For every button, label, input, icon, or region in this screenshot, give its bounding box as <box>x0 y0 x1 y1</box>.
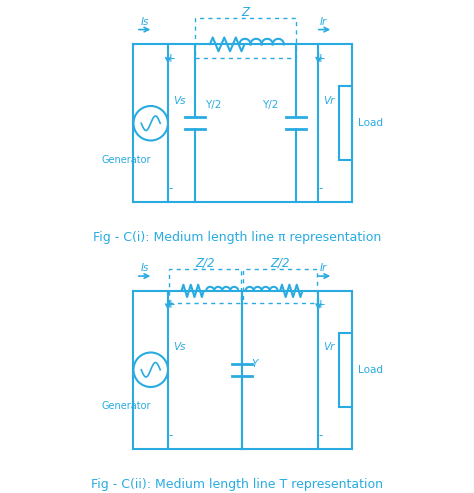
Bar <box>195 19 296 58</box>
Text: -: - <box>168 182 173 195</box>
Text: +: + <box>165 298 175 311</box>
Text: Is: Is <box>140 263 149 273</box>
Text: Generator: Generator <box>101 401 151 411</box>
Text: Is: Is <box>140 17 149 27</box>
Bar <box>243 269 317 303</box>
Text: Vr: Vr <box>323 342 335 352</box>
Text: +: + <box>316 52 326 65</box>
Text: Z: Z <box>242 6 250 19</box>
Text: Load: Load <box>358 118 383 128</box>
Text: Fig - C(i): Medium length line π representation: Fig - C(i): Medium length line π represe… <box>93 231 381 244</box>
Text: +: + <box>316 298 326 311</box>
Text: Z/2: Z/2 <box>195 256 215 269</box>
Text: Ir: Ir <box>319 263 327 273</box>
Text: Vr: Vr <box>323 96 335 106</box>
Text: Z/2: Z/2 <box>270 256 290 269</box>
Text: Fig - C(ii): Medium length line T representation: Fig - C(ii): Medium length line T repres… <box>91 478 383 491</box>
Text: Y/2: Y/2 <box>205 101 221 110</box>
Text: +: + <box>165 52 175 65</box>
Text: Vs: Vs <box>173 96 185 106</box>
Text: Y: Y <box>252 359 258 369</box>
Text: Generator: Generator <box>101 155 151 165</box>
Text: -: - <box>168 429 173 442</box>
Text: Vs: Vs <box>173 342 185 352</box>
Text: Load: Load <box>358 365 383 375</box>
Text: Y/2: Y/2 <box>262 101 278 110</box>
Text: Ir: Ir <box>319 17 327 27</box>
Bar <box>169 269 241 303</box>
Bar <box>339 333 352 407</box>
Bar <box>339 86 352 160</box>
Text: -: - <box>319 182 323 195</box>
Text: -: - <box>319 429 323 442</box>
